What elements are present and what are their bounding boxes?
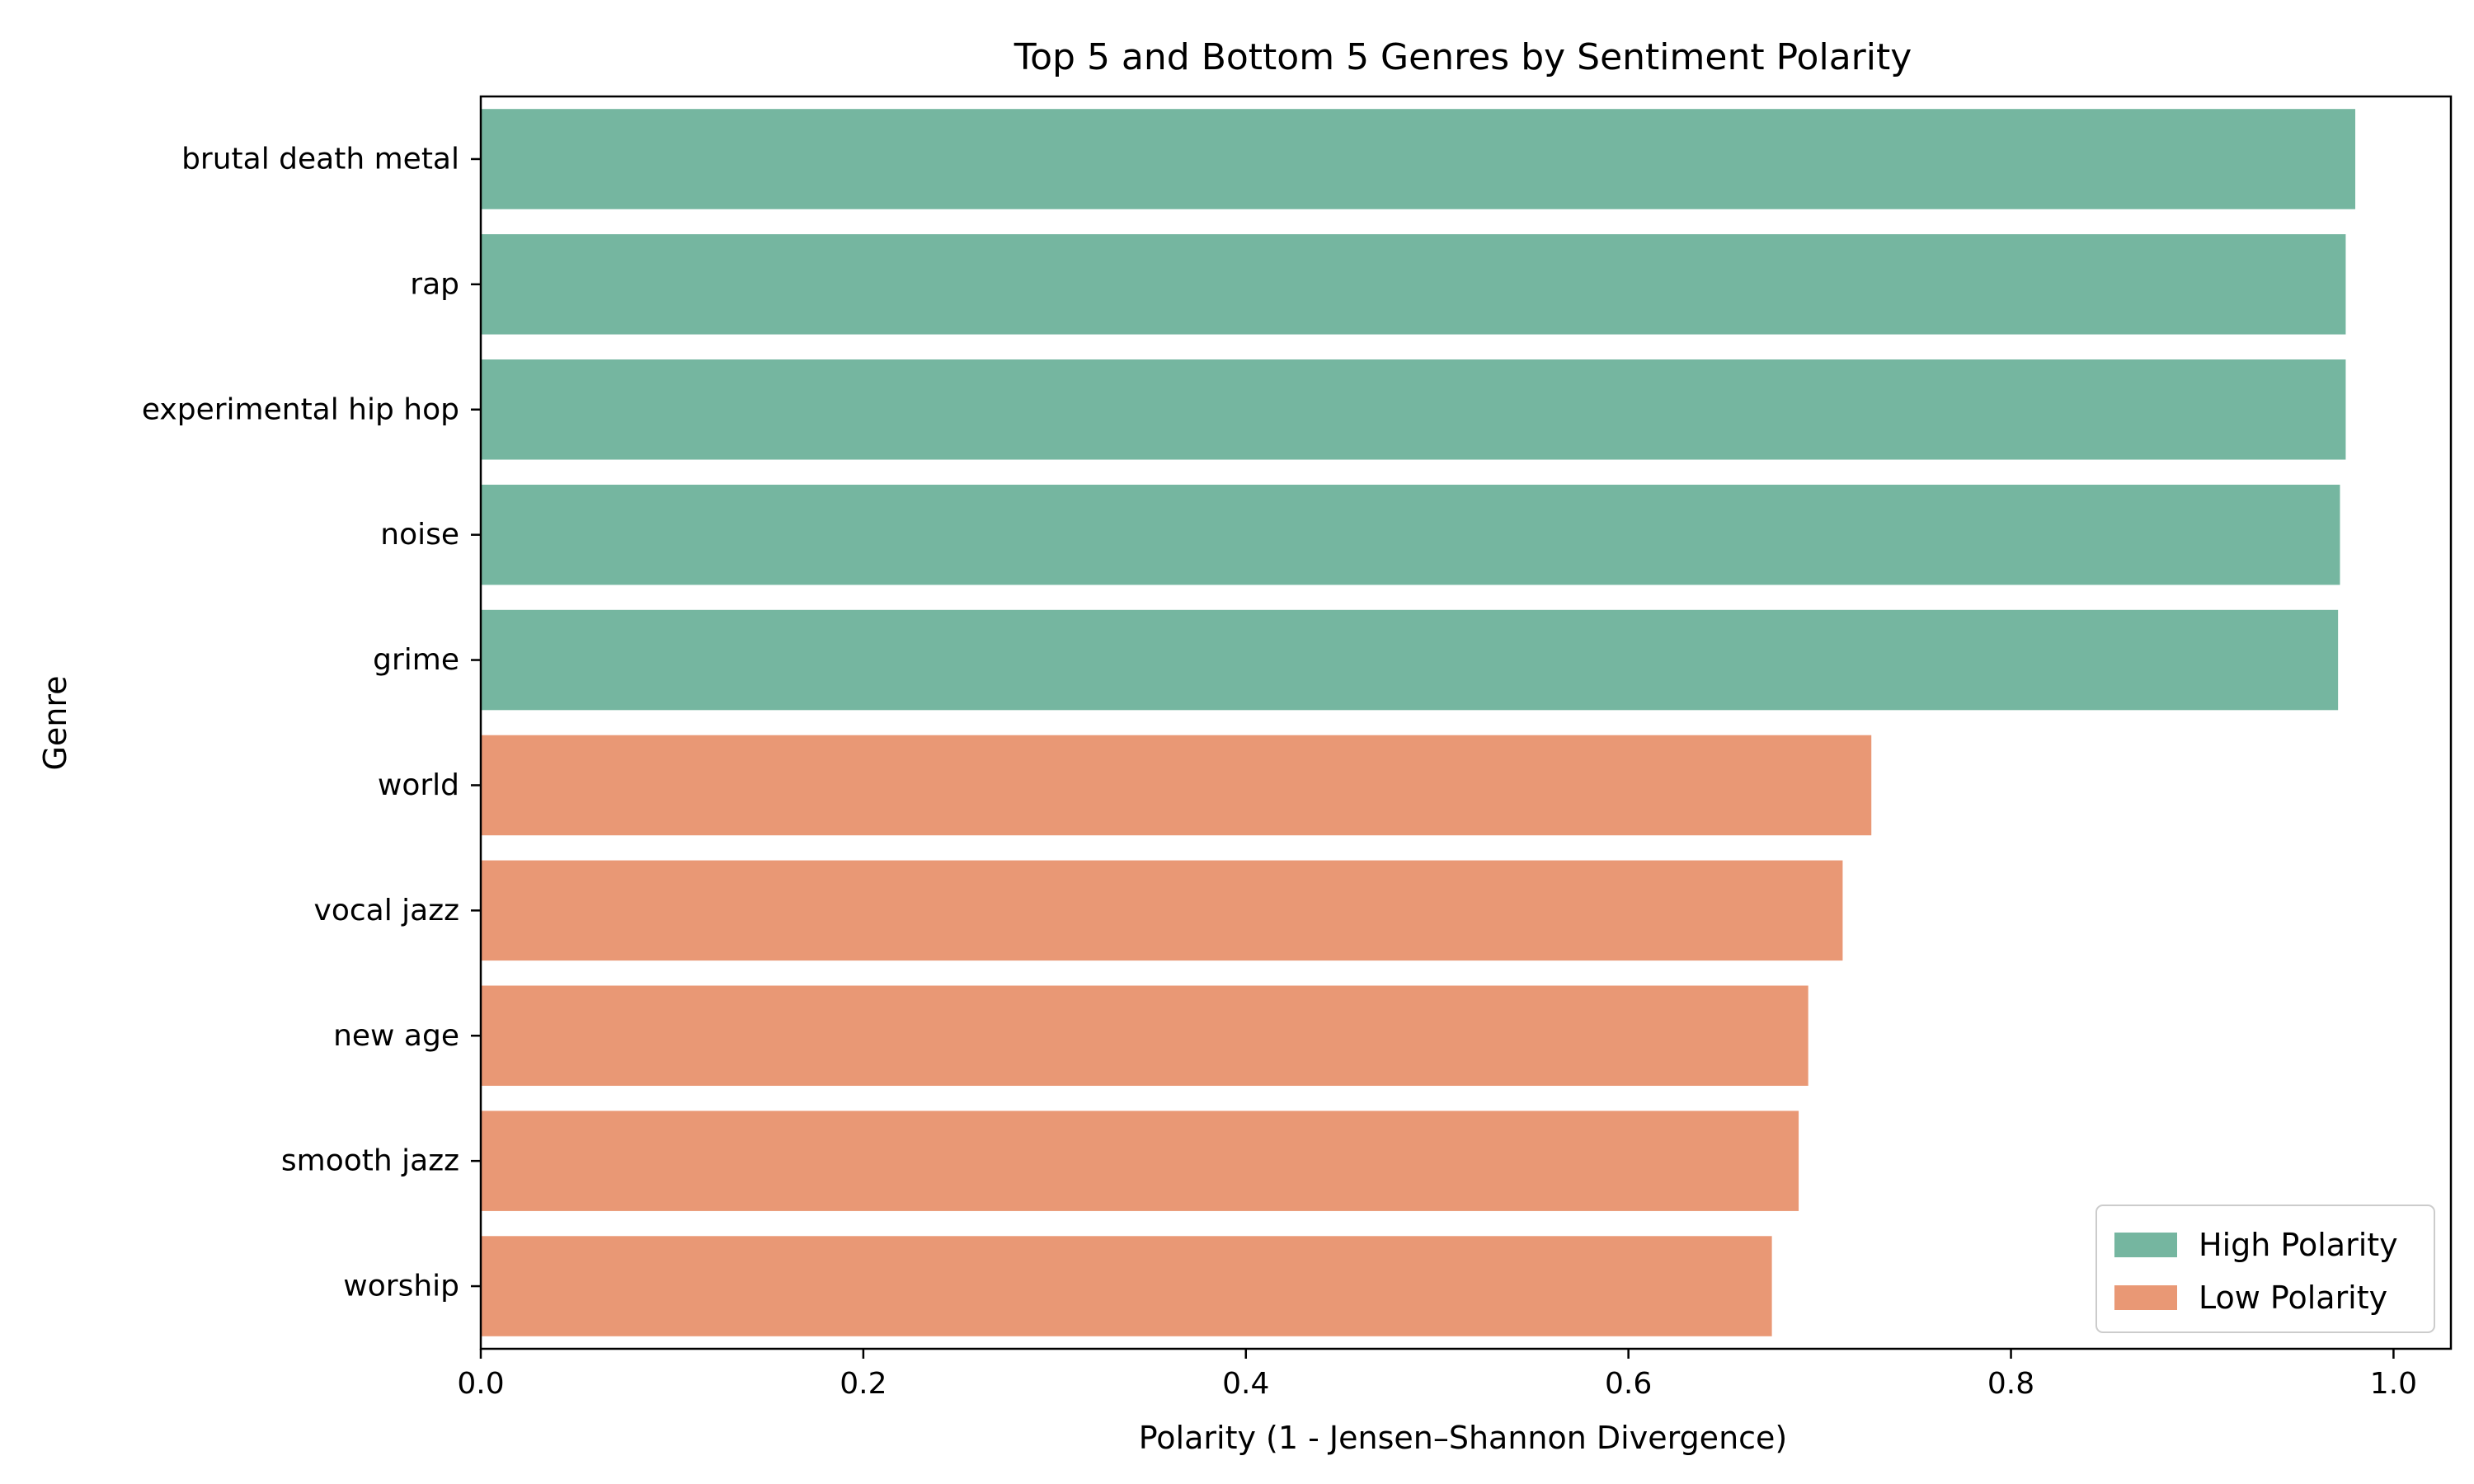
x-axis-label: Polarity (1 - Jensen–Shannon Divergence) xyxy=(1139,1420,1788,1456)
y-tick-label: grime xyxy=(373,643,459,677)
bar-rap xyxy=(481,234,2346,335)
bar-grime xyxy=(481,609,2339,711)
x-tick-label: 0.2 xyxy=(840,1367,887,1401)
y-tick-label: new age xyxy=(333,1019,459,1053)
legend-label: High Polarity xyxy=(2199,1227,2398,1263)
x-tick-label: 0.4 xyxy=(1222,1367,1269,1401)
y-tick-label: world xyxy=(378,768,459,802)
bar-brutal-death-metal xyxy=(481,109,2356,209)
bar-vocal-jazz xyxy=(481,860,1843,961)
plot-frame xyxy=(479,95,2453,1350)
y-tick-label: worship xyxy=(343,1270,459,1303)
y-tick-label: vocal jazz xyxy=(314,894,459,928)
legend: High Polarity Low Polarity xyxy=(2095,1205,2435,1333)
x-tick-label: 0.6 xyxy=(1605,1367,1652,1401)
y-tick-label: brutal death metal xyxy=(181,142,459,176)
y-tick-label: rap xyxy=(410,267,459,301)
y-tick-label: noise xyxy=(380,518,459,552)
bar-new-age xyxy=(481,985,1808,1087)
legend-label: Low Polarity xyxy=(2199,1280,2387,1316)
x-axis-ticks: 0.0 0.2 0.4 0.6 0.8 1.0 xyxy=(457,1349,2417,1401)
bars-group xyxy=(481,109,2356,1336)
bar-worship xyxy=(481,1236,1772,1336)
bar-noise xyxy=(481,484,2340,585)
y-tick-label: experimental hip hop xyxy=(142,392,459,426)
legend-frame xyxy=(2095,1205,2435,1333)
y-tick-label: smooth jazz xyxy=(281,1144,459,1178)
bar-experimental-hip-hop xyxy=(481,359,2346,460)
y-axis-ticks: brutal death metal rap experimental hip ho… xyxy=(142,142,481,1303)
chart-title: Top 5 and Bottom 5 Genres by Sentiment P… xyxy=(1014,36,1912,78)
x-tick-label: 0.0 xyxy=(457,1367,504,1401)
legend-swatch xyxy=(2114,1233,2177,1257)
x-tick-label: 0.8 xyxy=(1987,1367,2034,1401)
x-tick-label: 1.0 xyxy=(2370,1367,2417,1401)
bar-world xyxy=(481,735,1872,836)
legend-swatch xyxy=(2114,1285,2177,1310)
bar-smooth-jazz xyxy=(481,1111,1799,1211)
y-axis-label: Genre xyxy=(37,675,73,770)
